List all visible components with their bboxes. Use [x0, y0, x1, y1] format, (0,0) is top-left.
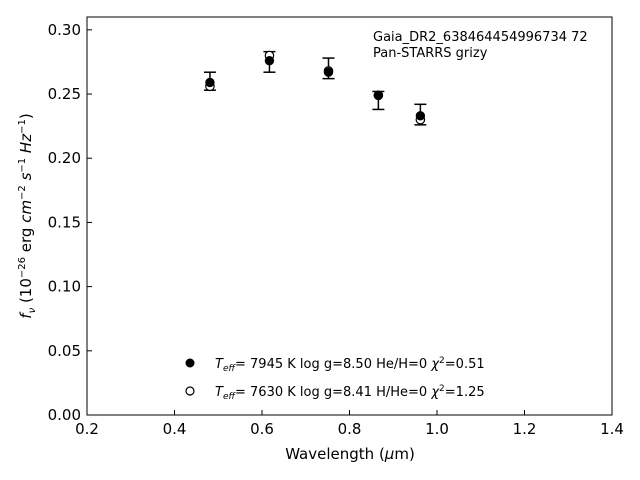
annotation-survey: Pan-STARRS grizy: [373, 46, 488, 61]
model-point-filled: [323, 67, 334, 77]
y-tick-label: 0.10: [48, 278, 81, 296]
y-tick-label: 0.25: [48, 85, 81, 103]
y-tick-label: 0.30: [48, 21, 81, 39]
x-tick-label: 1.4: [600, 420, 624, 438]
y-tick-label: 0.20: [48, 149, 81, 167]
legend-entry-1: Teff= 7945 K log g=8.50 He/H=0 χ2=0.51: [215, 356, 485, 374]
y-tick-label: 0.15: [48, 213, 81, 231]
x-tick-label: 0.8: [338, 420, 362, 438]
legend-marker-open: [185, 386, 195, 396]
error-bars: [203, 50, 427, 126]
plot-frame: [86, 16, 613, 416]
y-tick-label: 0.00: [48, 406, 81, 424]
legend-marker-filled: [185, 358, 195, 368]
y-axis-label: fν (10−26 erg cm−2 s−1 Hz−1): [17, 113, 38, 318]
x-tick-label: 0.2: [75, 420, 99, 438]
x-tick-label: 1.0: [425, 420, 449, 438]
model-point-filled: [264, 55, 275, 66]
annotation-object-id: Gaia_DR2_638464454996734 72: [373, 30, 588, 45]
x-axis-label: Wavelength (μm): [285, 445, 415, 463]
model-point-filled: [205, 77, 215, 88]
x-tick-label: 0.4: [163, 420, 187, 438]
legend-entry-2: Teff= 7630 K log g=8.41 H/He=0 χ2=1.25: [215, 384, 485, 402]
model-point-filled: [415, 111, 426, 121]
axis-ticks: 0.2 0.4 0.6 0.8 1.0 1.2 1.4 0.00 0.05 0.10 0.15 0.2…: [48, 21, 624, 438]
data-points: [205, 50, 426, 125]
x-tick-label: 0.6: [250, 420, 274, 438]
x-tick-label: 1.2: [513, 420, 537, 438]
legend: Teff= 7945 K log g=8.50 He/H=0 χ2=0.51 T…: [185, 356, 485, 402]
model-point-filled: [373, 90, 384, 101]
y-tick-label: 0.05: [48, 342, 81, 360]
